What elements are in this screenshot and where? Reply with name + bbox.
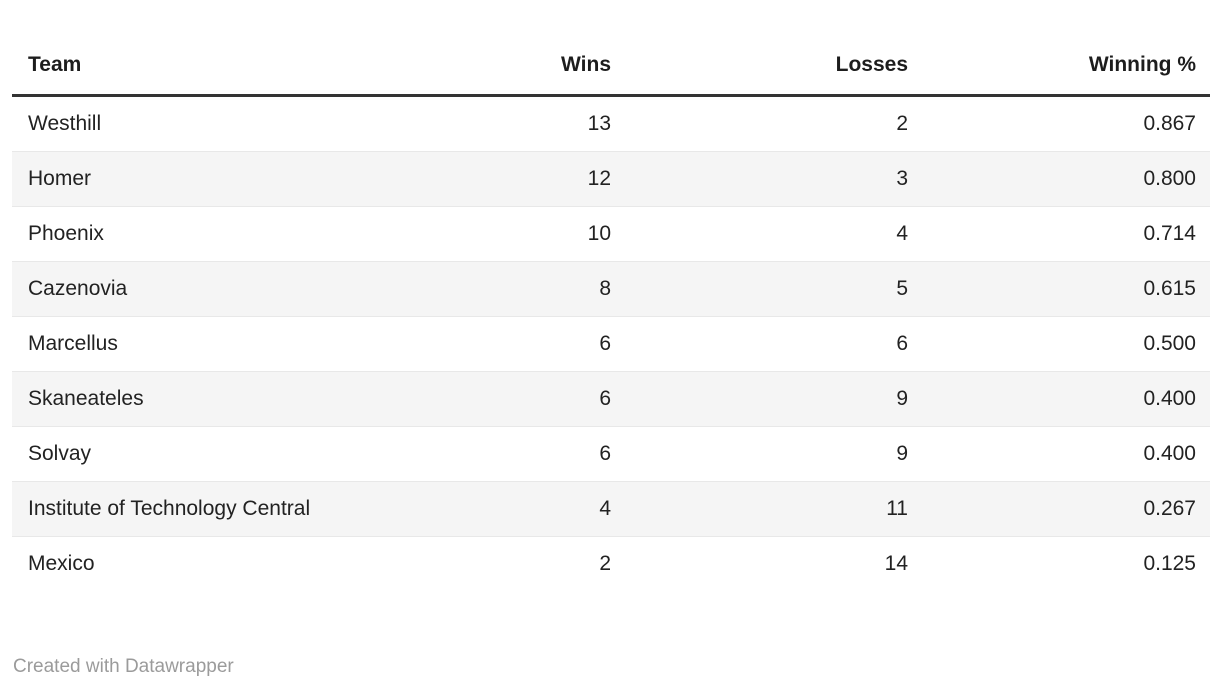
winning-pct-cell: 0.615 bbox=[922, 261, 1210, 317]
losses-cell: 11 bbox=[625, 481, 922, 537]
losses-cell: 14 bbox=[884, 552, 908, 575]
wins-cell: 4 bbox=[327, 481, 625, 537]
winning-pct-cell: 0.400 bbox=[922, 371, 1210, 427]
team-cell: Institute of Technology Central bbox=[12, 481, 327, 537]
team-cell: Westhill bbox=[12, 95, 327, 152]
winning-pct-cell: 0.867 bbox=[922, 95, 1210, 152]
table-header: Team Wins Losses Winning % bbox=[12, 40, 1210, 97]
wins-cell: 13 bbox=[327, 95, 625, 152]
losses-cell: 3 bbox=[625, 151, 922, 207]
column-header-winning-pct: Winning % bbox=[922, 40, 1210, 97]
team-cell: Skaneateles bbox=[12, 371, 327, 427]
losses-cell: 2 bbox=[625, 95, 922, 152]
winning-pct-cell: 0.400 bbox=[922, 426, 1210, 482]
table-row: Homer 12 3 0.800 bbox=[12, 151, 1210, 207]
wins-cell: 6 bbox=[327, 371, 625, 427]
team-cell: Cazenovia bbox=[12, 261, 327, 317]
table-row: Solvay 6 9 0.400 bbox=[12, 426, 1210, 482]
column-header-team: Team bbox=[12, 40, 327, 97]
losses-cell: 5 bbox=[625, 261, 922, 317]
table-row: Marcellus 6 6 0.500 bbox=[12, 316, 1210, 372]
table-row: Skaneateles 6 9 0.400 bbox=[12, 371, 1210, 427]
winning-pct-cell: 0.125 bbox=[1143, 552, 1196, 575]
column-header-wins: Wins bbox=[327, 40, 625, 97]
team-cell: Solvay bbox=[12, 426, 327, 482]
winning-pct-cell: 0.267 bbox=[922, 481, 1210, 537]
wins-cell: 8 bbox=[327, 261, 625, 317]
wins-cell: 6 bbox=[327, 426, 625, 482]
table-row: Cazenovia 8 5 0.615 bbox=[12, 261, 1210, 317]
losses-cell: 9 bbox=[625, 426, 922, 482]
wins-cell: 6 bbox=[327, 316, 625, 372]
team-cell: Homer bbox=[12, 151, 327, 207]
losses-cell: 9 bbox=[625, 371, 922, 427]
wins-cell: 12 bbox=[327, 151, 625, 207]
table-row: Westhill 13 2 0.867 bbox=[12, 95, 1210, 152]
losses-cell: 4 bbox=[625, 206, 922, 262]
winning-pct-cell: 0.800 bbox=[922, 151, 1210, 207]
team-cell: Phoenix bbox=[12, 206, 327, 262]
wins-cell: 10 bbox=[327, 206, 625, 262]
winning-pct-cell: 0.714 bbox=[922, 206, 1210, 262]
column-header-losses: Losses bbox=[625, 40, 922, 97]
table-row: Institute of Technology Central 4 11 0.2… bbox=[12, 481, 1210, 537]
winning-pct-cell: 0.500 bbox=[922, 316, 1210, 372]
table-row: Mexico 2 14 0.125 bbox=[12, 537, 1210, 592]
team-cell: Marcellus bbox=[12, 316, 327, 372]
header-row: Team Wins Losses Winning % bbox=[12, 40, 1210, 97]
standings-table: Team Wins Losses Winning % Westhill 13 2… bbox=[12, 40, 1210, 591]
losses-cell: 6 bbox=[625, 316, 922, 372]
wins-cell: 2 bbox=[599, 552, 611, 575]
table-body: Westhill 13 2 0.867 Homer 12 3 0.800 Pho… bbox=[12, 95, 1210, 592]
datawrapper-attribution-link[interactable]: Created with Datawrapper bbox=[13, 656, 234, 677]
team-cell: Mexico bbox=[28, 552, 95, 575]
table-row: Phoenix 10 4 0.714 bbox=[12, 206, 1210, 262]
